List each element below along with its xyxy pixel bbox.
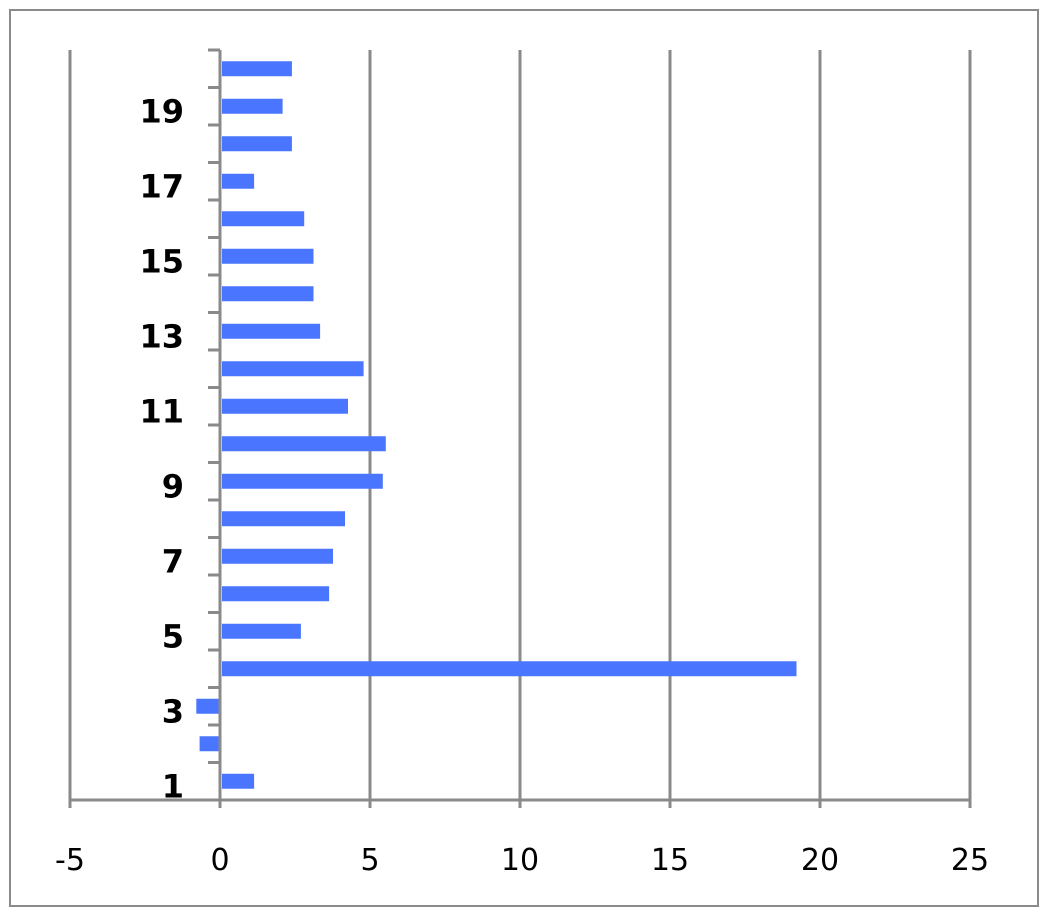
- y-tick-label: 17: [139, 167, 184, 205]
- bar-19: [222, 98, 283, 114]
- y-tick-label: 5: [162, 617, 184, 655]
- bar-7: [222, 548, 333, 564]
- bar-2: [199, 736, 220, 752]
- bar-17: [222, 173, 255, 189]
- y-tick-label: 7: [162, 542, 184, 580]
- bar-3: [196, 698, 220, 714]
- x-tick-label: 10: [501, 843, 539, 878]
- x-tick-label: 25: [951, 843, 989, 878]
- chart-frame: [9, 9, 1039, 907]
- x-tick-label: 15: [651, 843, 689, 878]
- bar-6: [222, 586, 330, 602]
- bar-1: [222, 773, 255, 789]
- bar-14: [222, 286, 314, 302]
- y-tick-label: 15: [139, 242, 184, 280]
- y-tick-label: 13: [139, 317, 184, 355]
- bar-4: [222, 661, 797, 677]
- bar-8: [222, 511, 345, 527]
- y-tick-label: 3: [162, 692, 184, 730]
- bar-9: [222, 473, 383, 489]
- y-tick-label: 11: [139, 392, 184, 430]
- y-tick-label: 19: [139, 92, 184, 130]
- bar-20: [222, 61, 292, 77]
- bar-10: [222, 436, 386, 452]
- bar-12: [222, 361, 364, 377]
- x-tick-label: 20: [801, 843, 839, 878]
- bar-16: [222, 211, 305, 227]
- x-tick-label: 0: [210, 843, 229, 878]
- x-tick-label: -5: [55, 843, 85, 878]
- bar-5: [222, 623, 301, 639]
- y-tick-label: 9: [162, 467, 184, 505]
- bar-13: [222, 323, 321, 339]
- y-tick-label: 1: [162, 767, 184, 805]
- bar-18: [222, 136, 292, 152]
- bar-11: [222, 398, 348, 414]
- bar-15: [222, 248, 314, 264]
- x-tick-label: 5: [360, 843, 379, 878]
